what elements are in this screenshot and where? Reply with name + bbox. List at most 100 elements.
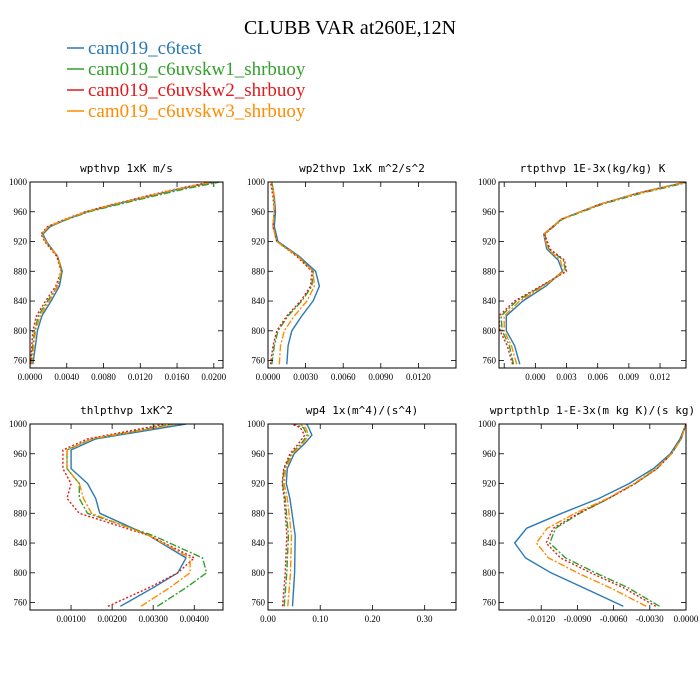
y-tick-label: 1000 bbox=[9, 177, 28, 187]
y-tick-label: 760 bbox=[252, 356, 266, 366]
x-tick-label: 0.0060 bbox=[331, 372, 356, 382]
x-tick-label: 0.0030 bbox=[293, 372, 318, 382]
x-tick-label: 0.0120 bbox=[128, 372, 153, 382]
y-tick-label: 840 bbox=[14, 296, 28, 306]
y-tick-label: 880 bbox=[14, 266, 28, 276]
panel-title: wp4 1x(m^4)/(s^4) bbox=[306, 404, 419, 417]
y-tick-label: 1000 bbox=[9, 419, 28, 429]
series-line bbox=[500, 182, 686, 365]
figure-title: CLUBB VAR at260E,12N bbox=[244, 17, 456, 39]
y-tick-label: 840 bbox=[483, 296, 497, 306]
series-line bbox=[271, 182, 314, 365]
y-tick-label: 880 bbox=[252, 266, 266, 276]
y-tick-label: 920 bbox=[252, 479, 266, 489]
y-tick-label: 1000 bbox=[247, 419, 266, 429]
x-tick-label: 0.00200 bbox=[98, 614, 128, 624]
panels: wpthvp 1xK m/s 760 800 840 880 920 960 1000 0.00… bbox=[9, 162, 699, 624]
y-tick-label: 1000 bbox=[478, 419, 497, 429]
series-line bbox=[30, 182, 211, 365]
x-tick-label: 0.012 bbox=[650, 372, 670, 382]
series-line bbox=[66, 424, 208, 607]
y-tick-label: 800 bbox=[252, 326, 266, 336]
y-tick-label: 840 bbox=[483, 538, 497, 548]
y-tick-label: 840 bbox=[252, 538, 266, 548]
legend-entry: cam019_c6uvskw2_shrbuoy bbox=[88, 80, 306, 101]
x-tick-label: 0.0200 bbox=[201, 372, 226, 382]
chart-panel-6: wprtpthlp 1-E-3x(m kg K)/(s kg) 760 800 840… bbox=[478, 404, 699, 624]
x-tick-label: 0.003 bbox=[556, 372, 577, 382]
series-line bbox=[281, 424, 308, 607]
series-line bbox=[503, 182, 686, 365]
y-tick-label: 960 bbox=[252, 207, 266, 217]
y-tick-label: 760 bbox=[14, 356, 28, 366]
x-tick-label: 0.0160 bbox=[165, 372, 190, 382]
x-tick-label: 0.000 bbox=[525, 372, 546, 382]
y-tick-label: 960 bbox=[14, 207, 28, 217]
plot-frame bbox=[498, 181, 687, 369]
y-tick-label: 880 bbox=[252, 508, 266, 518]
y-tick-label: 920 bbox=[483, 237, 497, 247]
x-tick-label: -0.0090 bbox=[564, 614, 592, 624]
x-tick-label: 0.00 bbox=[260, 614, 276, 624]
chart-panel-3: rtpthvp 1E-3x(kg/kg) K 760 800 840 880 920 960… bbox=[478, 162, 687, 382]
series-line bbox=[514, 424, 686, 607]
x-tick-label: 0.20 bbox=[365, 614, 381, 624]
x-tick-label: 0.00300 bbox=[139, 614, 169, 624]
x-tick-label: 0.0090 bbox=[368, 372, 393, 382]
series-line bbox=[283, 424, 310, 607]
y-tick-label: 960 bbox=[14, 449, 28, 459]
panel-title: wprtpthlp 1-E-3x(m kg K)/(s kg) bbox=[490, 404, 695, 417]
series-line bbox=[32, 182, 214, 365]
y-tick-label: 960 bbox=[252, 449, 266, 459]
x-tick-label: 0.0040 bbox=[54, 372, 79, 382]
y-tick-label: 920 bbox=[252, 237, 266, 247]
series-line bbox=[269, 182, 313, 365]
y-tick-label: 800 bbox=[483, 568, 497, 578]
series-line bbox=[499, 182, 686, 365]
x-tick-label: 0.009 bbox=[619, 372, 640, 382]
x-tick-label: 0.30 bbox=[417, 614, 433, 624]
plot-frame bbox=[29, 423, 224, 611]
series-line bbox=[66, 424, 191, 607]
y-tick-label: 800 bbox=[483, 326, 497, 336]
series-line bbox=[535, 424, 686, 607]
plot-frame bbox=[267, 181, 457, 369]
legend-entry: cam019_c6test bbox=[88, 38, 203, 59]
x-tick-label: -0.0030 bbox=[636, 614, 664, 624]
plot-frame bbox=[29, 181, 224, 369]
series-line bbox=[62, 424, 196, 607]
panel-title: thlpthvp 1xK^2 bbox=[80, 404, 173, 417]
y-tick-label: 960 bbox=[483, 207, 497, 217]
series-line bbox=[70, 424, 187, 607]
chart-panel-2: wp2thvp 1xK m^2/s^2 760 800 840 880 920 960 100… bbox=[247, 162, 457, 382]
y-tick-label: 1000 bbox=[247, 177, 266, 187]
series-line bbox=[281, 424, 306, 607]
y-tick-label: 880 bbox=[483, 266, 497, 276]
x-tick-label: -0.0060 bbox=[600, 614, 628, 624]
x-tick-label: -0.0120 bbox=[527, 614, 555, 624]
series-line bbox=[545, 424, 686, 607]
panel-title: wp2thvp 1xK m^2/s^2 bbox=[299, 162, 425, 175]
x-tick-label: 0.00400 bbox=[180, 614, 210, 624]
chart-panel-5: wp4 1x(m^4)/(s^4) 760 800 840 880 920 960 1000 0… bbox=[247, 404, 457, 624]
plot-frame bbox=[267, 423, 457, 611]
x-tick-label: 0.0120 bbox=[406, 372, 431, 382]
series-line bbox=[271, 182, 316, 365]
y-tick-label: 760 bbox=[14, 598, 28, 608]
panel-title: wpthvp 1xK m/s bbox=[80, 162, 173, 175]
y-tick-label: 840 bbox=[14, 538, 28, 548]
x-tick-label: 0.10 bbox=[312, 614, 328, 624]
y-tick-label: 920 bbox=[14, 479, 28, 489]
x-tick-label: 0.006 bbox=[588, 372, 609, 382]
y-tick-label: 880 bbox=[14, 508, 28, 518]
series-line bbox=[505, 182, 686, 365]
y-tick-label: 840 bbox=[252, 296, 266, 306]
x-tick-label: 0.0000 bbox=[674, 614, 699, 624]
y-tick-label: 800 bbox=[14, 568, 28, 578]
y-tick-label: 920 bbox=[14, 237, 28, 247]
y-tick-label: 760 bbox=[483, 356, 497, 366]
legend-entry: cam019_c6uvskw3_shrbuoy bbox=[88, 101, 306, 122]
y-tick-label: 800 bbox=[14, 326, 28, 336]
y-tick-label: 1000 bbox=[478, 177, 497, 187]
